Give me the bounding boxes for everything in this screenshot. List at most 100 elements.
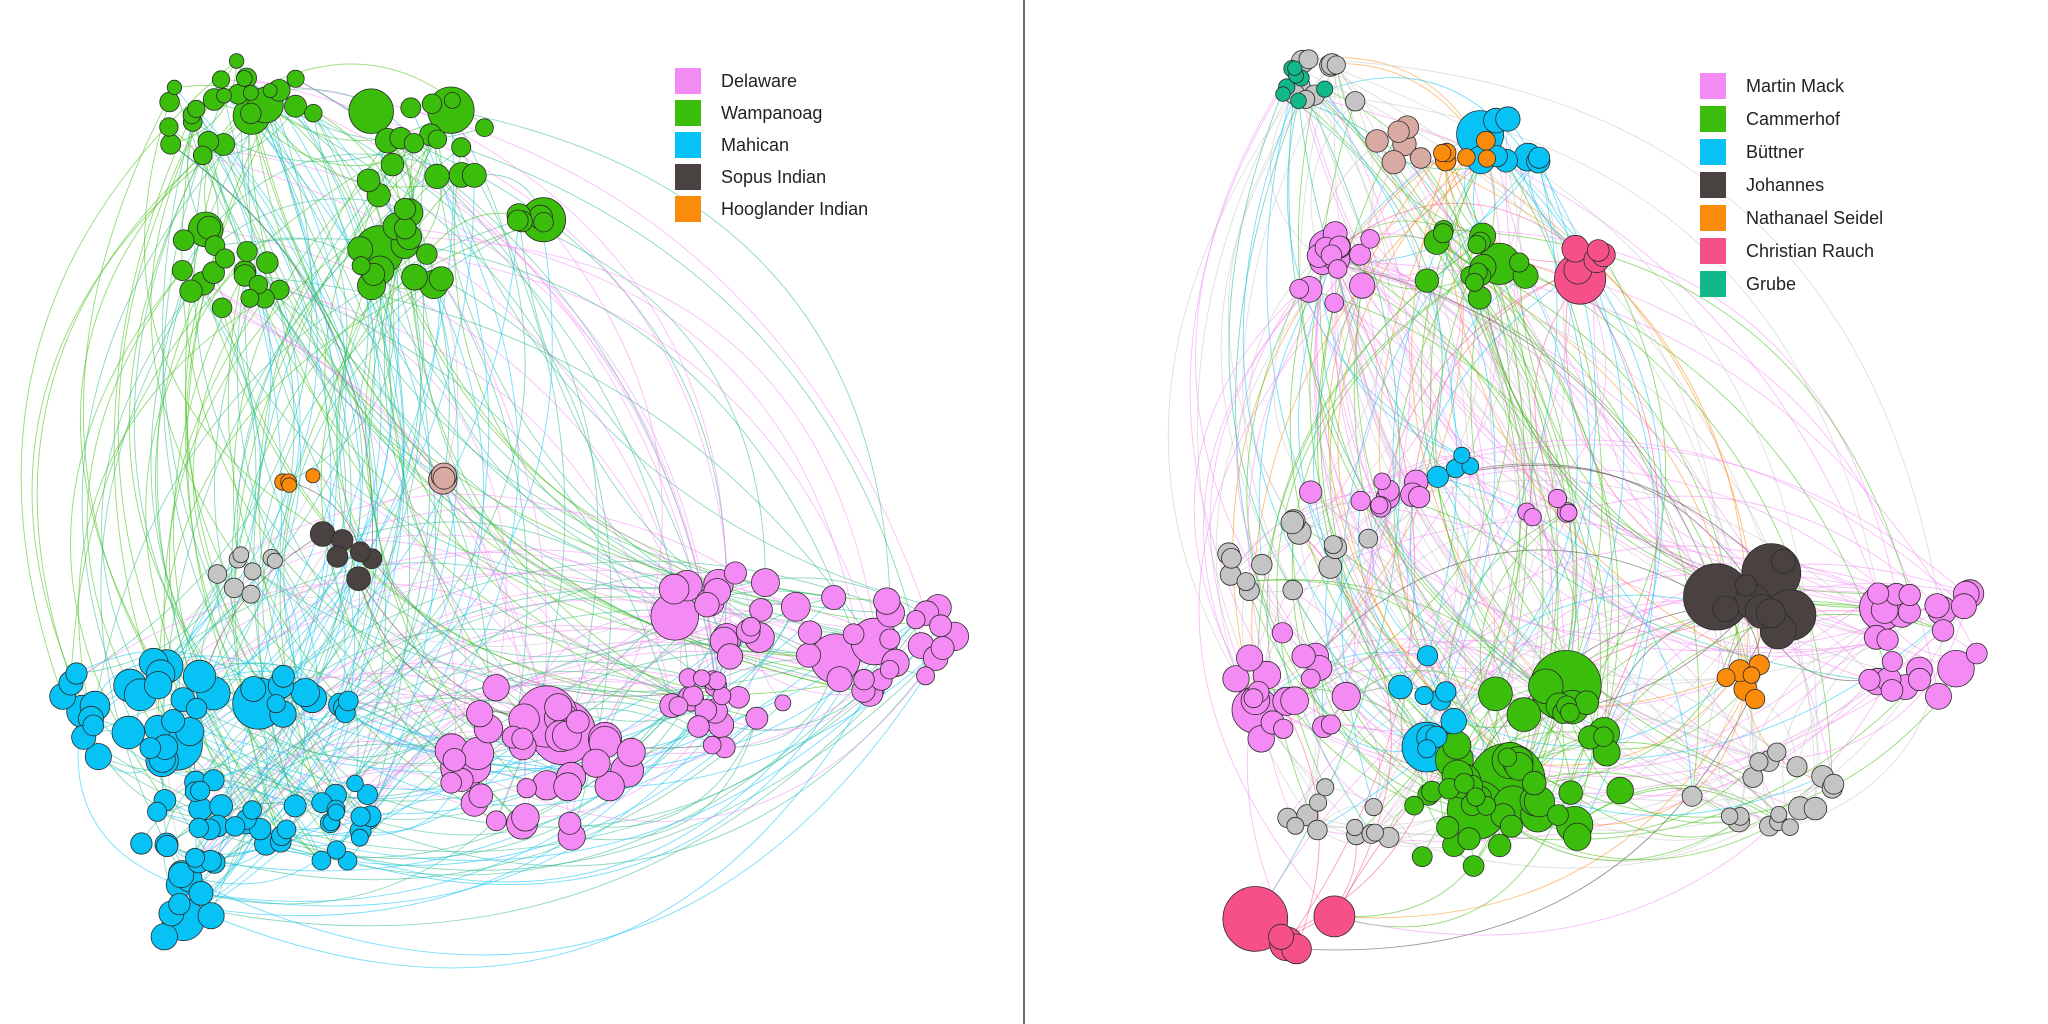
network-edge (1315, 549, 1726, 657)
network-edge (182, 270, 456, 760)
network-edge (220, 79, 411, 819)
network-node (1755, 598, 1786, 629)
network-node (290, 678, 320, 708)
network-node (1411, 846, 1433, 867)
network-edge (1400, 161, 1558, 688)
network-edge (1428, 603, 1910, 795)
network-node (65, 662, 88, 685)
network-node (216, 87, 232, 104)
network-node (421, 93, 443, 115)
network-edge (238, 93, 612, 837)
network-node (1937, 650, 1975, 688)
network-node (1781, 818, 1799, 836)
network-node (1273, 718, 1294, 739)
network-node (1300, 668, 1321, 689)
network-edge (196, 249, 375, 709)
network-node (424, 163, 450, 189)
network-edge (1309, 247, 1571, 793)
network-node (594, 771, 625, 802)
network-node (693, 669, 711, 687)
network-node (565, 709, 590, 734)
network-node (558, 811, 582, 835)
network-edge (1293, 520, 1459, 746)
network-node (1364, 798, 1383, 817)
network-edge (1360, 500, 1467, 746)
legend-label: Delaware (721, 70, 798, 91)
network-node (327, 803, 345, 821)
network-node (1316, 778, 1335, 797)
network-node (190, 780, 211, 801)
network-node (248, 274, 268, 295)
legend-swatch (1700, 172, 1726, 198)
network-edge (1315, 656, 1477, 811)
network-node (187, 99, 206, 118)
network-node (394, 216, 417, 240)
network-node (1326, 55, 1346, 75)
network-node (185, 847, 205, 868)
network-node (1786, 756, 1808, 778)
network-node (240, 676, 267, 702)
network-edge (186, 90, 322, 861)
legend-item-sopus-indian: Sopus Indian (675, 164, 826, 190)
network-node (702, 735, 722, 755)
network-node (1433, 143, 1452, 163)
network-edge (330, 650, 865, 823)
network-edge (521, 220, 766, 583)
network-node (351, 256, 371, 276)
network-edge (244, 78, 528, 738)
network-node (1907, 667, 1932, 692)
network-edge (1470, 297, 1754, 778)
network-node (466, 700, 494, 728)
network-edge (240, 475, 314, 556)
network-edge (409, 236, 882, 680)
network-edge (340, 478, 457, 706)
network-edge (241, 78, 445, 479)
network-edge (265, 104, 452, 142)
network-node (211, 297, 233, 319)
network-node (1803, 796, 1828, 821)
network-node (179, 279, 203, 303)
network-node (304, 103, 323, 123)
legend-swatch (1700, 73, 1726, 99)
panel-divider (1023, 0, 1025, 1024)
network-edge (1511, 820, 1740, 862)
network-node (516, 778, 537, 799)
network-node (1275, 86, 1291, 102)
network-node (1528, 146, 1551, 169)
network-node (242, 85, 259, 101)
network-edge (223, 95, 436, 817)
network-edge (1254, 651, 1428, 711)
network-node (1563, 822, 1592, 851)
network-edge (195, 108, 377, 803)
network-edge (1308, 288, 1609, 737)
network-node (1417, 739, 1437, 759)
network-node (214, 248, 235, 269)
network-node (1435, 681, 1457, 703)
network-node (1476, 130, 1496, 151)
network-node (1559, 503, 1578, 522)
network-node (741, 616, 761, 637)
network-edge (1420, 118, 1587, 704)
network-node (305, 468, 321, 484)
network-node (1681, 785, 1703, 807)
network-edge (1325, 247, 1730, 817)
network-edge (1532, 516, 1888, 651)
network-edge (1334, 233, 1779, 823)
network-edge (181, 586, 718, 875)
network-edge (244, 275, 386, 861)
network-node (451, 137, 472, 158)
network-node (1287, 60, 1303, 76)
network-node (1408, 485, 1431, 509)
network-edge (179, 645, 922, 927)
network-edge (185, 78, 337, 851)
legend-label: Martin Mack (1746, 75, 1845, 96)
network-node (1360, 229, 1380, 249)
network-edge (246, 625, 731, 820)
network-node (745, 706, 769, 730)
network-edge (20, 60, 237, 697)
network-edge (200, 710, 707, 902)
network-node (1506, 697, 1542, 732)
network-node (873, 587, 901, 615)
network-node (1523, 508, 1542, 527)
network-edge (1269, 93, 1323, 262)
